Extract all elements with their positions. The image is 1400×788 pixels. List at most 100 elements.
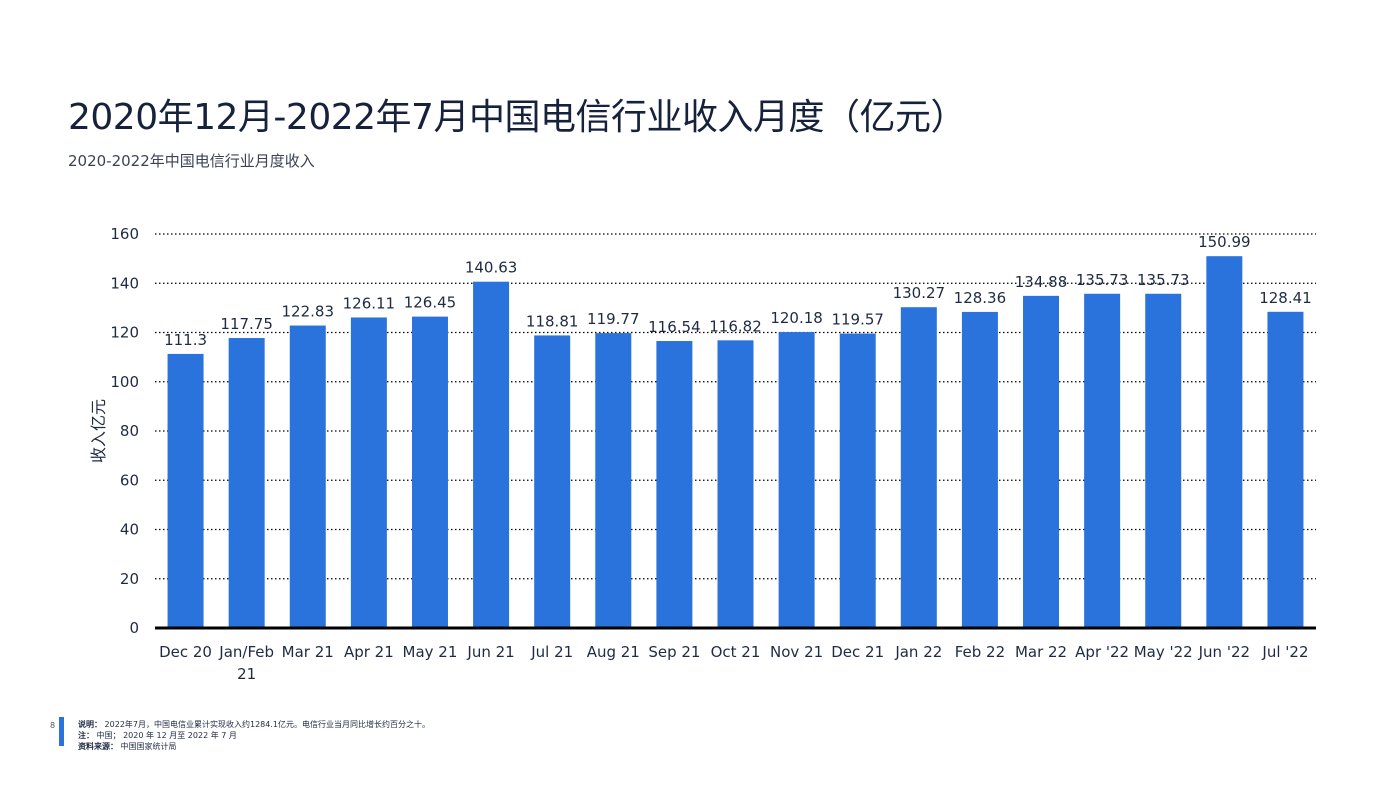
footer-accent-bar [59,717,64,746]
bar-value-label: 150.99 [1198,233,1251,251]
x-tick-label-line: Mar 22 [1015,643,1067,661]
footer-scope: 注： 中国； 2020 年 12 月至 2022 年 7 月 [78,730,430,741]
y-tick-label: 40 [120,521,139,539]
footer-note-label: 说明： [78,720,102,729]
x-tick-label: May '22 [1134,643,1193,661]
bar [228,338,265,628]
bar [167,353,204,628]
x-tick-label: Jun 21 [466,643,514,661]
bar [595,333,632,628]
bar-value-label: 119.77 [587,310,640,328]
bar [411,316,448,628]
x-tick-label: Apr 21 [344,643,394,661]
x-tick-label-line: Mar 21 [282,643,334,661]
y-tick-label: 160 [110,225,139,243]
y-tick-label: 100 [110,373,139,391]
x-tick-label: Mar 21 [282,643,334,661]
bar-value-label: 119.57 [831,311,884,329]
bar-value-label: 116.82 [709,317,762,335]
bar [1267,311,1304,628]
bar-value-label: 126.11 [343,294,396,312]
y-tick-label: 140 [110,274,139,292]
bar-value-label: 116.54 [648,318,701,336]
bar [350,317,387,628]
x-tick-label-line: Oct 21 [711,643,761,661]
bar [778,332,815,628]
x-tick-label-line: Jan/Feb [218,643,274,661]
x-tick-label: Jan/Feb 21 [218,643,274,683]
bar-value-label: 130.27 [893,284,946,302]
x-tick-label: Jun '22 [1198,643,1250,661]
footer: 8 说明： 2022年7月，中国电信业累计实现收入约1284.1亿元。电信行业当… [0,712,1400,752]
footer-scope-text: 中国； 2020 年 12 月至 2022 年 7 月 [96,731,237,740]
x-tick-label-line: Aug 21 [587,643,640,661]
bar-value-label: 128.41 [1259,289,1312,307]
y-tick-label: 60 [120,471,139,489]
x-tick-label: Feb 22 [955,643,1005,661]
x-tick-label: Dec 21 [831,643,884,661]
y-axis-label: 收入亿元 [89,399,108,463]
footer-scope-label: 注： [78,731,94,740]
x-tick-label: Apr '22 [1075,643,1129,661]
bar [961,311,998,628]
x-tick-label: Jan 22 [894,643,942,661]
x-tick-label: Jul '22 [1261,643,1308,661]
x-tick-label: Dec 20 [159,643,212,661]
footer-source-label: 资料来源： [78,742,118,751]
page-title: 2020年12月-2022年7月中国电信行业收入月度（亿元） [68,97,966,138]
x-tick-label-line: Jan 22 [894,643,942,661]
x-tick-label: Sep 21 [648,643,700,661]
bar [1145,293,1182,628]
bar [1084,293,1121,628]
x-tick-label-line: Dec 20 [159,643,212,661]
y-axis-ticks: 0 20 40 60 80 100 120 140 160 [110,225,139,637]
value-labels: 111.3 117.75 122.83 126.11 126.45 140.63 118.8… [164,233,1312,349]
x-tick-label: Jul 21 [530,643,573,661]
x-tick-label-line: May '22 [1134,643,1193,661]
bar-value-label: 135.73 [1076,271,1129,289]
page-subtitle: 2020-2022年中国电信行业月度收入 [68,152,315,170]
x-tick-label-line: May 21 [403,643,458,661]
bar [289,325,326,628]
y-tick-label: 80 [120,422,139,440]
x-tick-label-line: Dec 21 [831,643,884,661]
bar [1206,256,1243,628]
footer-note: 说明： 2022年7月，中国电信业累计实现收入约1284.1亿元。电信行业当月同… [78,719,430,730]
bar [1023,295,1060,628]
x-tick-label-line: Apr '22 [1075,643,1129,661]
bar [473,281,510,628]
y-tick-label: 0 [129,619,139,637]
y-tick-label: 20 [120,570,139,588]
bars [167,256,1304,628]
y-tick-label: 120 [110,324,139,342]
x-tick-label-line: Apr 21 [344,643,394,661]
x-tick-label: Mar 22 [1015,643,1067,661]
x-tick-label-line: Jun 21 [466,643,514,661]
bar-value-label: 122.83 [282,303,335,321]
bar-value-label: 128.36 [954,289,1007,307]
bar [900,307,937,628]
bar [839,333,876,628]
bar [717,340,754,628]
x-tick-label-line: Sep 21 [648,643,700,661]
bar-value-label: 120.18 [770,309,823,327]
footer-source-text: 中国国家统计局 [120,742,177,751]
bar [656,341,693,628]
footer-notes: 说明： 2022年7月，中国电信业累计实现收入约1284.1亿元。电信行业当月同… [78,719,430,752]
x-tick-label: Nov 21 [770,643,823,661]
x-tick-label-line: Jun '22 [1198,643,1250,661]
bar-value-label: 126.45 [404,294,457,312]
x-tick-label-line: Jul 21 [530,643,573,661]
bar-value-label: 135.73 [1137,271,1190,289]
x-tick-label: May 21 [403,643,458,661]
bar-value-label: 117.75 [220,315,273,333]
footer-note-text: 2022年7月，中国电信业累计实现收入约1284.1亿元。电信行业当月同比增长约… [104,720,430,729]
footer-source: 资料来源： 中国国家统计局 [78,741,430,752]
x-tick-label-line: 21 [237,665,256,683]
x-axis-ticks: Dec 20 Jan/Feb 21 Mar 21 Apr 21 May 21 Jun 21 J… [159,643,1308,683]
x-tick-label: Aug 21 [587,643,640,661]
bar-value-label: 140.63 [465,259,518,277]
bar-value-label: 118.81 [526,312,579,330]
x-tick-label: Oct 21 [711,643,761,661]
